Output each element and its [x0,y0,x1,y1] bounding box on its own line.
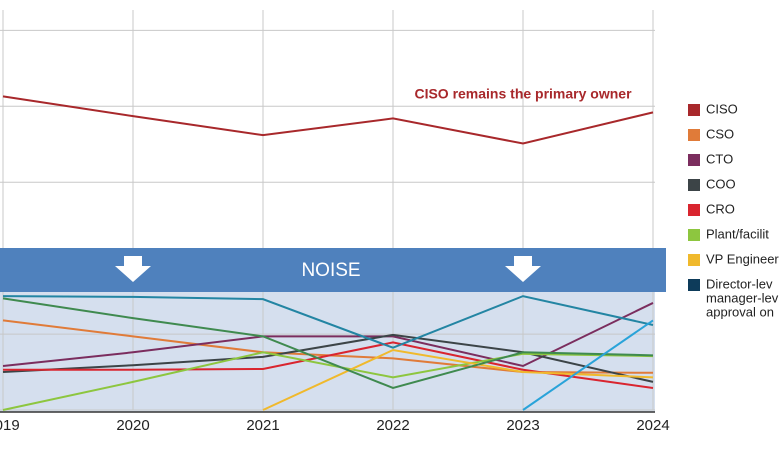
noise-label: NOISE [301,260,360,281]
legend-label: approval on [706,304,774,319]
series-line [2,302,654,368]
noise-panel [0,292,655,412]
legend-label: Director-lev [706,276,773,291]
legend-swatch [688,129,700,141]
legend-swatch [688,254,700,266]
legend-label: VP Engineer [706,251,779,266]
noise-band [0,248,666,292]
x-tick-label: 2022 [376,417,409,434]
legend-label: CTO [706,151,733,166]
legend-swatch [688,179,700,191]
legend-label: CRO [706,201,735,216]
arrow-icon [115,256,151,282]
legend-swatch [688,104,700,116]
x-tick-label: 2019 [0,417,20,434]
series-line [2,333,654,383]
x-tick-label: 2021 [246,417,279,434]
series-line [2,297,654,390]
series-line [522,319,654,411]
legend-swatch [688,229,700,241]
legend-label: CSO [706,126,734,141]
legend-label: CISO [706,101,738,116]
series-line [2,95,654,145]
legend-label: Plant/facilit [706,226,769,241]
x-tick-label: 2020 [116,417,149,434]
annotation: CISO remains the primary owner [414,86,632,102]
legend-swatch [688,154,700,166]
x-tick-label: 2023 [506,417,539,434]
series-line [2,295,654,349]
legend-swatch [688,279,700,291]
series-line [262,348,654,411]
legend-label: manager-lev [706,290,779,305]
series-line [2,351,654,411]
legend-label: COO [706,176,736,191]
x-tick-label: 2024 [636,417,669,434]
legend-swatch [688,204,700,216]
arrow-icon [505,256,541,282]
